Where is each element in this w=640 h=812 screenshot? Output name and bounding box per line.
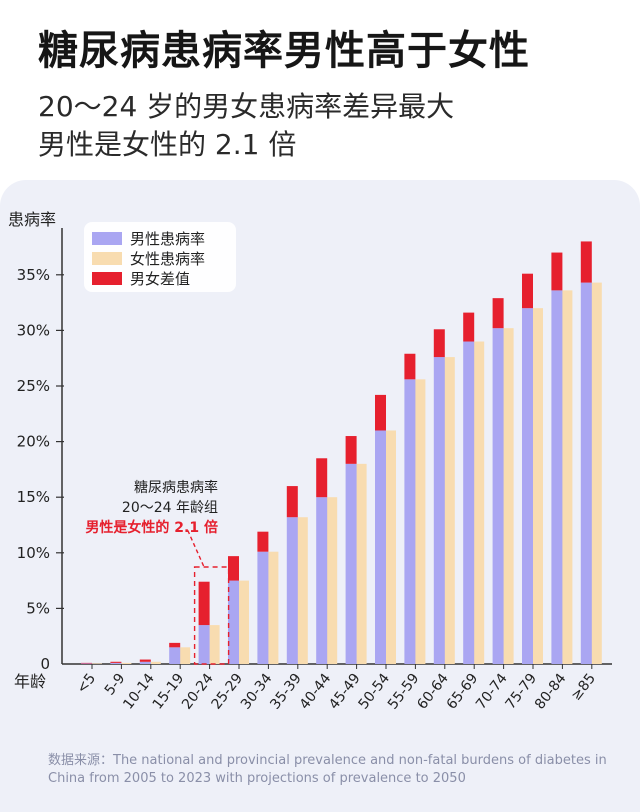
data-source-note: 数据来源：The national and provincial prevale… xyxy=(48,753,607,786)
x-tick-label: 50-54 xyxy=(355,671,393,713)
female-bar xyxy=(179,647,191,664)
x-tick-label: <5 xyxy=(74,671,99,697)
y-tick-label: 0 xyxy=(40,655,50,673)
legend-label: 男女差值 xyxy=(130,270,190,288)
header: 糖尿病患病率男性高于女性 20～24 岁的男女患病率差异最大 男性是女性的 2.… xyxy=(0,0,640,190)
female-bar xyxy=(532,308,543,664)
x-tick-label: 55-59 xyxy=(385,671,423,713)
x-tick-label: 80-84 xyxy=(532,671,570,713)
y-tick-label: 10% xyxy=(17,544,50,562)
male-bar xyxy=(316,497,328,664)
legend-swatch xyxy=(92,272,122,285)
annotation-line-2: 20～24 年龄组 xyxy=(122,500,218,516)
diff-bar xyxy=(169,642,181,648)
diff-bar xyxy=(228,556,239,581)
diff-bar xyxy=(257,531,269,552)
diff-bar xyxy=(316,458,328,498)
x-tick-label: 75-79 xyxy=(502,671,540,713)
diff-bar xyxy=(198,581,210,626)
female-bar xyxy=(443,357,455,664)
female-bar xyxy=(149,661,161,664)
x-tick-label: 15-19 xyxy=(150,671,188,713)
annotation-line-3: 男性是女性的 2.1 倍 xyxy=(85,519,218,536)
diff-bar xyxy=(522,273,533,309)
x-tick-label: ≥85 xyxy=(568,671,599,704)
highlight-box xyxy=(193,566,230,665)
x-tick-label: 30-34 xyxy=(238,671,276,713)
female-bar xyxy=(502,328,514,664)
male-bar xyxy=(228,580,239,664)
y-tick-label: 35% xyxy=(17,266,50,284)
y-tick-label: 25% xyxy=(17,377,50,395)
female-bar xyxy=(296,517,308,664)
diff-bar xyxy=(404,353,416,380)
female-bar xyxy=(590,282,602,664)
diff-bar xyxy=(433,329,445,358)
female-bar xyxy=(473,341,485,664)
diff-bar xyxy=(492,298,504,329)
diff-bar xyxy=(110,661,122,663)
subtitle-line-2: 男性是女性的 2.1 倍 xyxy=(38,128,297,161)
male-bar xyxy=(580,282,592,664)
diff-bar xyxy=(375,394,386,431)
legend-label: 女性患病率 xyxy=(130,250,205,268)
legend-swatch xyxy=(92,252,122,265)
y-tick-label: 15% xyxy=(17,488,50,506)
diff-bar xyxy=(139,659,151,662)
x-axis-title: 年龄 xyxy=(14,672,46,691)
diff-bar xyxy=(81,662,92,664)
female-bar xyxy=(120,662,132,664)
female-bar xyxy=(238,580,249,664)
male-bar xyxy=(551,290,563,664)
male-bar xyxy=(404,379,416,664)
female-bar xyxy=(561,290,573,664)
diff-bar xyxy=(286,486,298,518)
y-tick-label: 30% xyxy=(17,321,50,339)
male-bar xyxy=(110,662,122,664)
female-bar xyxy=(385,430,396,664)
y-axis-title: 患病率 xyxy=(8,210,56,229)
x-tick-label: 40-44 xyxy=(297,671,335,713)
male-bar xyxy=(286,517,298,664)
x-tick-label: 10-14 xyxy=(120,671,158,713)
male-bar xyxy=(433,357,445,664)
female-bar xyxy=(326,497,338,664)
male-bar xyxy=(463,341,475,664)
diff-bar xyxy=(345,436,357,464)
subtitle-line-1: 20～24 岁的男女患病率差异最大 xyxy=(38,90,455,123)
diff-bar xyxy=(580,241,592,283)
male-bar xyxy=(522,308,533,664)
male-bar xyxy=(375,430,386,664)
x-tick-label: 5-9 xyxy=(102,671,129,699)
x-tick-label: 70-74 xyxy=(473,671,511,713)
page-title: 糖尿病患病率男性高于女性 xyxy=(38,28,530,74)
male-bar xyxy=(492,328,504,664)
male-bar xyxy=(169,647,181,664)
page-subtitle: 20～24 岁的男女患病率差异最大 男性是女性的 2.1 倍 xyxy=(38,88,454,164)
x-tick-label: 20-24 xyxy=(179,671,217,713)
female-bar xyxy=(91,663,102,664)
male-bar xyxy=(345,463,357,664)
x-tick-label: 35-39 xyxy=(267,671,305,713)
x-tick-label: 65-69 xyxy=(444,671,482,713)
legend-swatch xyxy=(92,232,122,245)
male-bar xyxy=(257,551,269,664)
x-tick-label: 45-49 xyxy=(326,671,364,713)
female-bar xyxy=(208,625,220,664)
female-bar xyxy=(355,463,367,664)
y-tick-label: 5% xyxy=(26,599,50,617)
male-bar xyxy=(139,661,151,664)
y-tick-label: 20% xyxy=(17,433,50,451)
male-bar xyxy=(81,663,92,664)
diff-bar xyxy=(551,252,563,291)
x-tick-label: 60-64 xyxy=(414,671,452,713)
x-tick-label: 25-29 xyxy=(208,671,246,713)
legend-label: 男性患病率 xyxy=(130,230,205,248)
female-bar xyxy=(267,551,279,664)
male-bar xyxy=(198,625,210,664)
annotation-line-1: 糖尿病患病率 xyxy=(134,479,218,496)
diff-bar xyxy=(463,312,475,342)
female-bar xyxy=(414,379,426,664)
